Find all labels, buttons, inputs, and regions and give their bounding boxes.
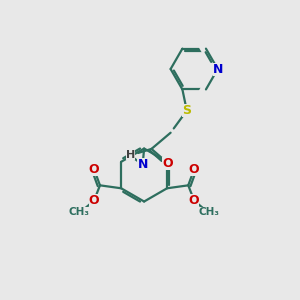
Text: O: O <box>89 194 99 207</box>
Text: S: S <box>182 104 191 117</box>
Text: H: H <box>126 150 135 161</box>
Text: O: O <box>162 157 173 169</box>
Text: N: N <box>137 158 148 171</box>
Text: N: N <box>212 62 223 76</box>
Text: O: O <box>189 194 200 207</box>
Text: O: O <box>189 163 200 176</box>
Text: CH₃: CH₃ <box>69 207 90 217</box>
Text: O: O <box>89 163 99 176</box>
Text: CH₃: CH₃ <box>198 207 219 217</box>
